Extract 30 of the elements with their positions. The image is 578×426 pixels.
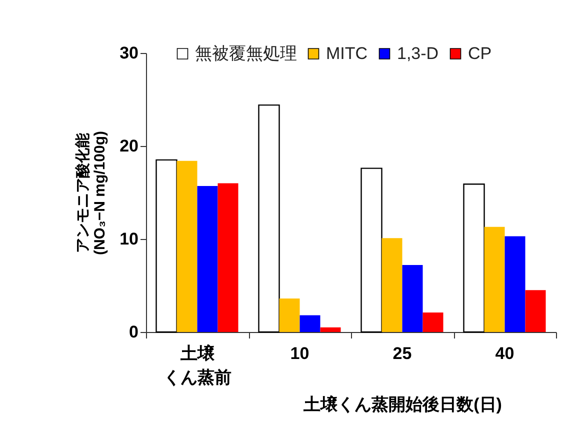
bar [218,183,238,332]
bar [463,184,485,333]
bar [258,104,280,333]
bar [300,315,320,332]
x-axis-title: 土壌くん蒸開始後日数(日) [302,395,502,414]
y-tick-label: 10 [120,230,138,248]
bar [320,327,341,332]
legend-label: 無被覆無処理 [195,44,297,63]
y-tick-label: 20 [120,136,138,156]
legend-label: 1,3-D [397,44,439,63]
bar [422,312,444,332]
bar [197,186,218,332]
bar [484,226,505,332]
x-tick-label: 10 [290,344,310,363]
x-tick-label: 土壌くん蒸前 [163,344,232,387]
bar [360,168,382,333]
legend-label: CP [468,44,492,63]
y-axis-title: アンモニア酸化能 (NO₃−N mg/100g) [74,130,109,256]
x-tick-label: 25 [392,344,412,363]
y-tick-label: 30 [120,44,138,62]
bar [402,265,423,332]
legend-label: MITC [326,44,368,63]
y-tick-label: 0 [129,322,138,342]
bar [176,160,198,332]
bar [156,159,178,333]
bar [382,238,402,332]
bar [279,298,300,332]
bar [525,290,546,332]
bar [504,236,526,332]
x-tick-label: 40 [495,344,514,363]
